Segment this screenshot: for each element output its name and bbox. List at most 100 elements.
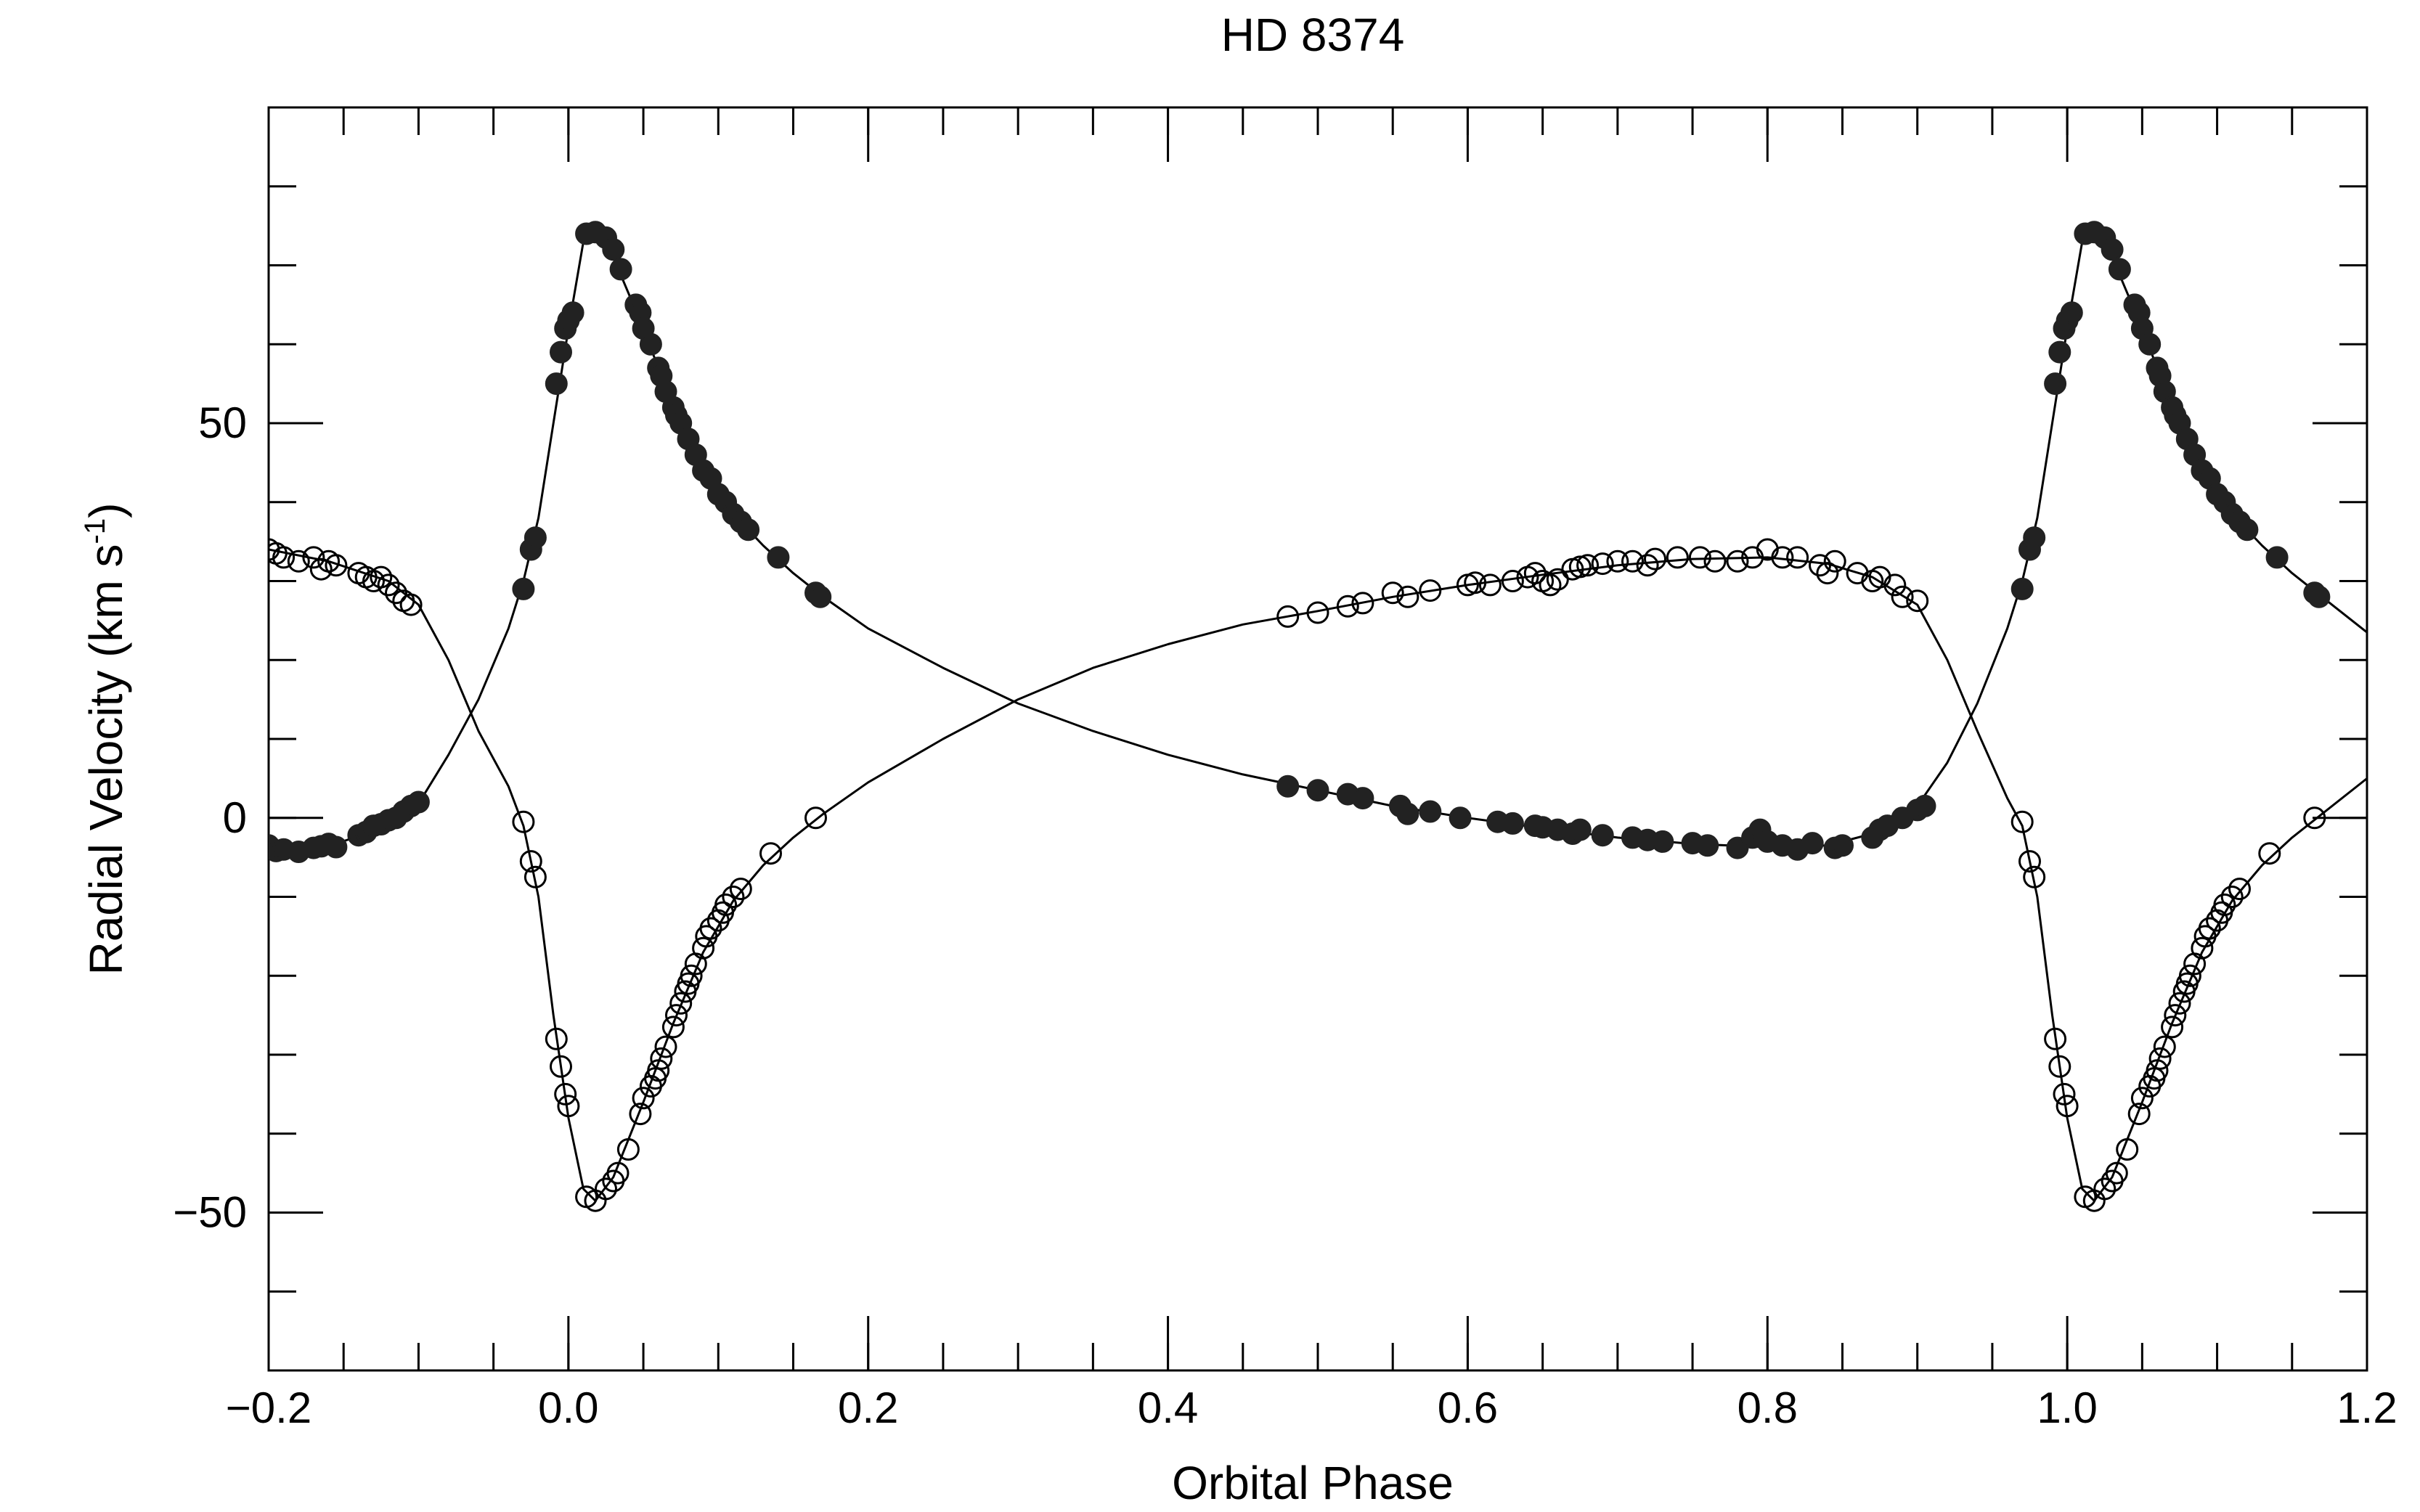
primary-star-point xyxy=(809,585,832,608)
plot-frame xyxy=(267,106,2368,1372)
secondary-star-point xyxy=(523,865,547,888)
y-tick-label: 50 xyxy=(198,399,247,447)
primary-star-point xyxy=(737,518,760,542)
secondary-star-point xyxy=(629,1103,652,1126)
secondary-star-point xyxy=(1823,549,1846,573)
primary-star-point xyxy=(1831,834,1854,857)
secondary-star-point xyxy=(2258,842,2281,865)
secondary-star-point xyxy=(1576,554,1600,577)
primary-star-point xyxy=(1801,832,1824,855)
x-tick-labels: −0.2 0.0 0.2 0.4 0.6 0.8 1.0 1.2 xyxy=(226,1384,2397,1432)
primary-star-point xyxy=(561,301,584,324)
secondary-star-point xyxy=(2153,1035,2176,1058)
primary-star-point xyxy=(2023,526,2046,549)
secondary-star-point xyxy=(1703,549,1727,573)
primary-star-point xyxy=(2307,585,2331,608)
secondary-star-point xyxy=(759,842,782,865)
secondary-star-point xyxy=(1606,549,1629,573)
secondary-star-point xyxy=(1478,573,1502,597)
secondary-star-point xyxy=(287,549,310,573)
primary-star-point xyxy=(2236,518,2259,542)
secondary-star-point xyxy=(669,992,693,1015)
secondary-star-point xyxy=(595,1177,617,1201)
secondary-star-point xyxy=(2220,886,2244,908)
secondary-star-point xyxy=(302,546,325,569)
primary-star-point xyxy=(2060,301,2083,324)
secondary-star-point xyxy=(661,1016,685,1039)
y-tick-label: 0 xyxy=(223,793,247,842)
secondary-star-point xyxy=(2146,1059,2169,1082)
secondary-star-point xyxy=(272,546,296,569)
secondary-star-point xyxy=(2130,1087,2154,1110)
secondary-star-point xyxy=(1816,562,1839,585)
secondary-star-point xyxy=(370,565,393,589)
secondary-star-point xyxy=(385,581,407,605)
secondary-star-point xyxy=(2168,992,2191,1015)
y-axis-label-close: ) xyxy=(80,503,132,518)
secondary-star-point xyxy=(1666,546,1689,569)
primary-star-point xyxy=(1591,824,1614,847)
secondary-star-point xyxy=(554,1082,577,1106)
primary-star-point xyxy=(1651,830,1674,853)
secondary-star-point xyxy=(714,893,738,916)
chart-title: HD 8374 xyxy=(1221,9,1405,61)
fit-curve-2 xyxy=(269,548,2367,1202)
secondary-star-point xyxy=(1568,555,1592,579)
primary-star-point xyxy=(1696,834,1719,857)
secondary-star-point xyxy=(1644,547,1666,571)
secondary-star-point xyxy=(519,850,542,873)
primary-star-point xyxy=(1396,802,1419,825)
secondary-star-point xyxy=(2018,850,2041,873)
secondary-star-point xyxy=(722,886,745,908)
secondary-star-point xyxy=(2228,878,2251,901)
primary-star-point xyxy=(1501,812,1524,835)
secondary-star-point xyxy=(1419,579,1442,602)
secondary-star-point xyxy=(1591,552,1614,576)
primary-star-point xyxy=(1276,775,1300,798)
primary-star-point xyxy=(1568,818,1592,841)
secondary-star-point xyxy=(1546,568,1569,591)
secondary-star-point xyxy=(1906,589,1929,613)
primary-star-point xyxy=(2010,577,2034,600)
secondary-star-point xyxy=(1809,554,1831,577)
secondary-star-point xyxy=(2161,1016,2184,1039)
secondary-star-point xyxy=(692,936,715,960)
secondary-star-point xyxy=(1688,546,1711,569)
secondary-star-point xyxy=(606,1161,630,1185)
secondary-star-point xyxy=(545,1027,568,1050)
secondary-star-point xyxy=(2023,865,2046,888)
secondary-star-point xyxy=(2178,964,2201,987)
secondary-star-point xyxy=(616,1138,640,1161)
y-axis-label-superscript: -1 xyxy=(79,518,111,544)
x-tick-label: 1.0 xyxy=(2037,1384,2097,1432)
secondary-star-point xyxy=(1306,601,1329,624)
secondary-star-point xyxy=(1726,549,1749,573)
secondary-star-point xyxy=(1636,554,1659,577)
primary-star-point xyxy=(602,238,625,261)
secondary-star-point xyxy=(1523,562,1547,585)
secondary-star-point xyxy=(650,1047,673,1070)
primary-star-point xyxy=(2265,546,2289,569)
primary-star-point xyxy=(512,577,535,600)
secondary-star-point xyxy=(2093,1177,2117,1201)
x-axis-label: Orbital Phase xyxy=(1172,1457,1454,1509)
primary-star-point xyxy=(2138,332,2162,356)
primary-star-point xyxy=(609,258,632,281)
y-tick-label: −50 xyxy=(173,1188,247,1237)
primary-star-point xyxy=(767,546,790,569)
primary-star-point xyxy=(550,340,572,364)
y-tick-labels: −50 0 50 xyxy=(173,399,247,1237)
secondary-star-point xyxy=(2303,806,2326,830)
x-tick-label: 1.2 xyxy=(2337,1384,2397,1432)
primary-star-point xyxy=(325,835,348,859)
secondary-star-point xyxy=(680,964,703,987)
axis-ticks xyxy=(267,106,2368,1372)
primary-star-point xyxy=(2044,372,2067,396)
secondary-star-point xyxy=(654,1035,677,1058)
secondary-star-point xyxy=(632,1087,655,1110)
secondary-star-point xyxy=(2116,1138,2139,1161)
y-axis-label: Radial Velocity (km s-1) xyxy=(79,503,132,976)
secondary-star-point xyxy=(399,593,423,616)
secondary-star-point xyxy=(557,1095,580,1118)
